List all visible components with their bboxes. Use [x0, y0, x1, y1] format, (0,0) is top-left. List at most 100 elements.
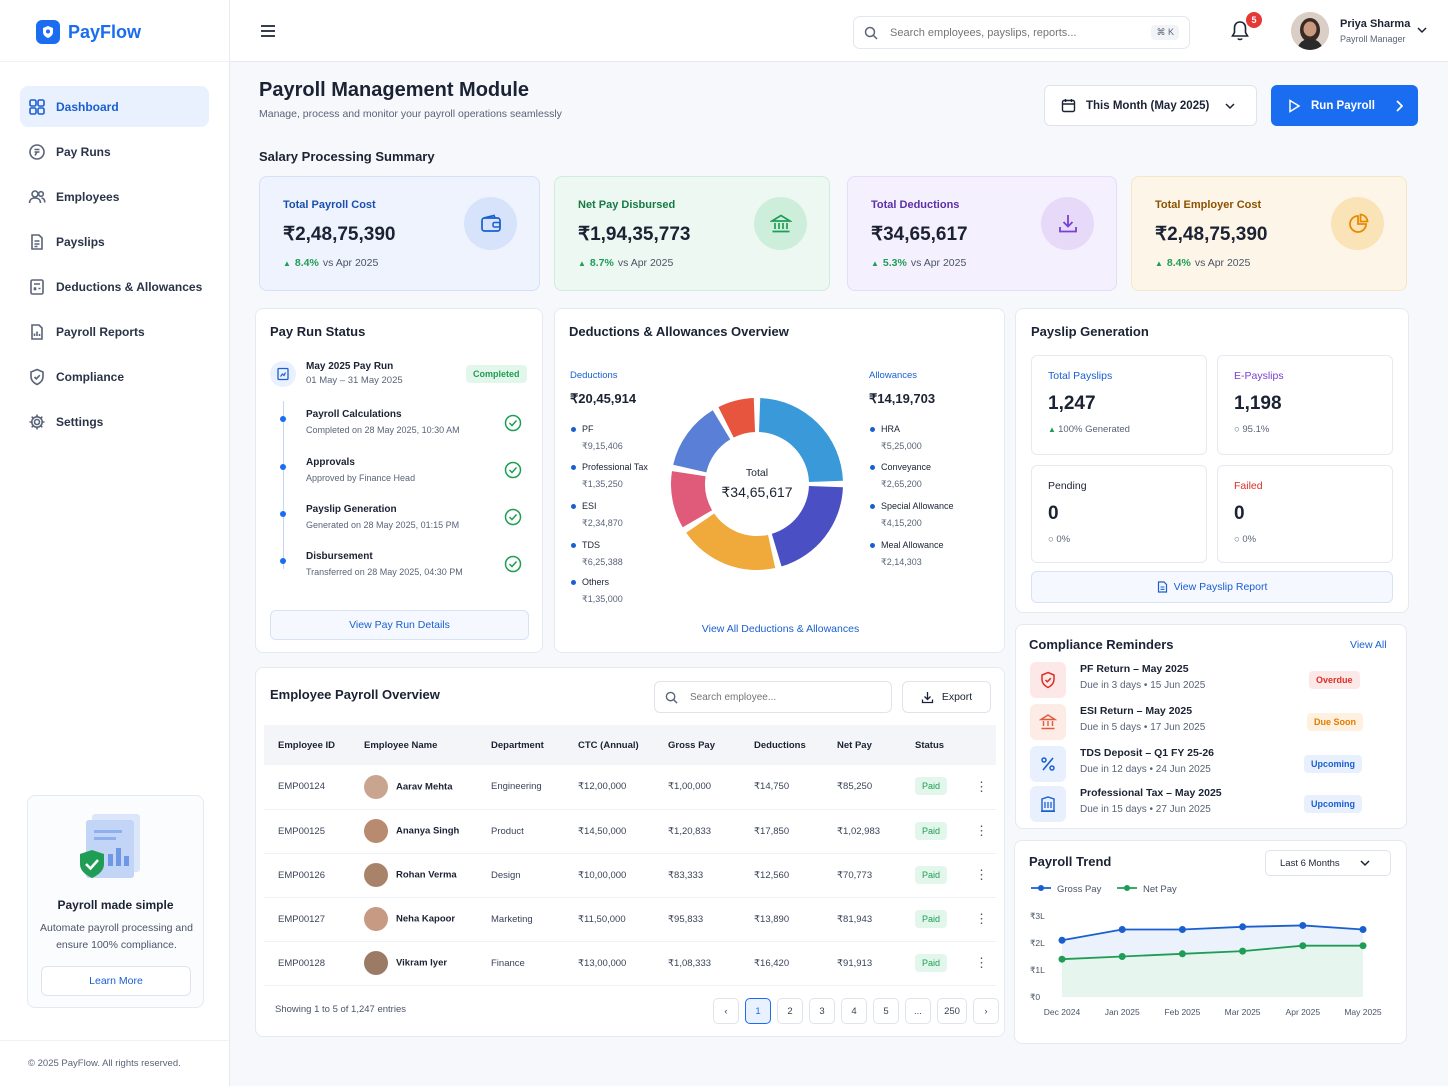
sidebar-item-payslips[interactable]: Payslips — [20, 221, 209, 262]
view-all-deductions-link[interactable]: View All Deductions & Allowances — [701, 623, 860, 635]
row-actions-cell: ⋮ — [961, 941, 996, 986]
timeline-dot — [280, 464, 286, 470]
run-payroll-button[interactable]: Run Payroll — [1271, 85, 1418, 126]
sidebar-item-label: Settings — [56, 414, 104, 429]
bell-icon[interactable] — [1230, 20, 1250, 42]
sidebar-item-pay-runs[interactable]: Pay Runs — [20, 131, 209, 172]
learn-more-button[interactable]: Learn More — [41, 966, 191, 996]
page-next-button[interactable]: › — [973, 998, 999, 1024]
sidebar-item-settings[interactable]: Settings — [20, 401, 209, 442]
data-point[interactable] — [1239, 923, 1247, 931]
download-icon — [1041, 197, 1094, 250]
view-payslip-report-button[interactable]: View Payslip Report — [1031, 571, 1393, 603]
more-options-icon[interactable]: ⋮ — [975, 867, 988, 882]
more-options-icon[interactable]: ⋮ — [975, 911, 988, 926]
page-button[interactable]: 4 — [841, 998, 867, 1024]
period-selector[interactable]: This Month (May 2025) — [1044, 85, 1257, 126]
page-button[interactable]: 5 — [873, 998, 899, 1024]
page-title: Payroll Management Module — [259, 79, 530, 101]
sidebar-item-deductions[interactable]: Deductions & Allowances — [20, 266, 209, 307]
more-options-icon[interactable]: ⋮ — [975, 823, 988, 838]
more-options-icon[interactable]: ⋮ — [975, 778, 988, 794]
data-point[interactable] — [1299, 942, 1307, 950]
employee-name: Rohan Verma — [396, 869, 457, 881]
compliance-item[interactable]: TDS Deposit – Q1 FY 25-26 Due in 12 days… — [1030, 746, 1392, 786]
data-point[interactable] — [1239, 947, 1247, 955]
column-header[interactable]: Status — [901, 725, 961, 765]
donut-segment[interactable] — [771, 485, 843, 567]
compliance-item[interactable]: Professional Tax – May 2025 Due in 15 da… — [1030, 786, 1392, 826]
legend-item: Meal Allowance ₹2,14,303 — [870, 540, 944, 568]
table-cell: ₹14,750 — [740, 765, 823, 810]
kpi-total-deductions[interactable]: Total Deductions ₹34,65,617 ▲ 5.3% vs Apr … — [847, 176, 1117, 291]
data-point[interactable] — [1359, 942, 1367, 950]
column-header[interactable]: Gross Pay — [654, 725, 740, 765]
promo-title: Payroll made simple — [57, 898, 174, 912]
data-point[interactable] — [1178, 950, 1186, 958]
page-button[interactable]: 250 — [937, 998, 967, 1024]
compliance-item[interactable]: PF Return – May 2025 Due in 3 days • 15 … — [1030, 662, 1392, 702]
data-point[interactable] — [1058, 955, 1066, 963]
page-button[interactable]: 3 — [809, 998, 835, 1024]
table-row[interactable]: EMP00124 Aarav Mehta Engineering ₹12,00,000… — [264, 765, 996, 810]
kpi-total-employer-cost[interactable]: Total Employer Cost ₹2,48,75,390 ▲ 8.4% vs… — [1131, 176, 1407, 291]
view-all-link[interactable]: View All — [1350, 639, 1387, 651]
logo-icon — [36, 20, 60, 44]
chevron-down-icon[interactable] — [1417, 26, 1427, 34]
data-point[interactable] — [1178, 926, 1186, 933]
table-row[interactable]: EMP00126 Rohan Verma Design ₹10,00,000 ₹83,3… — [264, 853, 996, 898]
table-row[interactable]: EMP00125 Ananya Singh Product ₹14,50,000 ₹1,… — [264, 809, 996, 854]
user-avatar[interactable] — [1291, 12, 1329, 50]
table-cell: EMP00124 — [264, 765, 350, 810]
total-payslips-box[interactable]: Total Payslips 1,247 ▲ 100% Generated — [1031, 355, 1207, 455]
donut-segment[interactable] — [718, 398, 756, 438]
column-header[interactable]: Department — [477, 725, 564, 765]
table-cell: ₹83,333 — [654, 853, 740, 898]
failed-box[interactable]: Failed 0 ○ 0% — [1217, 465, 1393, 563]
donut-segment[interactable] — [758, 398, 843, 483]
shield-icon — [30, 368, 44, 385]
pending-box[interactable]: Pending 0 ○ 0% — [1031, 465, 1207, 563]
e-payslips-box[interactable]: E-Payslips 1,198 ○ 95.1% — [1217, 355, 1393, 455]
page-prev-button[interactable]: ‹ — [713, 998, 739, 1024]
data-point[interactable] — [1058, 936, 1066, 944]
legend-item: Special Allowance ₹4,15,200 — [870, 501, 954, 529]
status-badge: Paid — [915, 909, 948, 928]
compliance-item[interactable]: ESI Return – May 2025 Due in 5 days • 17… — [1030, 704, 1392, 744]
donut-segment[interactable] — [671, 471, 713, 528]
step-title: Disbursement — [306, 551, 373, 562]
column-header[interactable]: CTC (Annual) — [564, 725, 654, 765]
employee-search[interactable] — [654, 681, 892, 713]
sidebar-item-dashboard[interactable]: Dashboard — [20, 86, 209, 127]
table-row[interactable]: EMP00128 Vikram Iyer Finance ₹13,00,000 ₹1,0… — [264, 941, 996, 986]
column-header[interactable]: Net Pay — [823, 725, 901, 765]
kpi-total-payroll-cost[interactable]: Total Payroll Cost ₹2,48,75,390 ▲ 8.4% vs … — [259, 176, 540, 291]
column-header[interactable]: Deductions — [740, 725, 823, 765]
sidebar-item-employees[interactable]: Employees — [20, 176, 209, 217]
data-point[interactable] — [1118, 953, 1126, 960]
data-point[interactable] — [1359, 926, 1367, 933]
page-button[interactable]: 1 — [745, 998, 771, 1024]
view-pay-run-details-button[interactable]: View Pay Run Details — [270, 610, 529, 640]
trend-range-selector[interactable]: Last 6 Months — [1265, 850, 1391, 876]
more-options-icon[interactable]: ⋮ — [975, 955, 988, 970]
column-header[interactable]: Employee ID — [264, 725, 350, 765]
donut-segment[interactable] — [673, 410, 731, 473]
data-point[interactable] — [1299, 921, 1307, 929]
app-logo[interactable]: PayFlow — [36, 20, 141, 44]
data-point[interactable] — [1118, 926, 1126, 933]
donut-segment[interactable] — [686, 513, 776, 570]
global-search-input[interactable] — [890, 26, 1140, 39]
card-title: Deductions & Allowances Overview — [569, 324, 789, 339]
employee-search-input[interactable] — [690, 691, 870, 703]
export-button[interactable]: Export — [902, 681, 991, 713]
kpi-net-pay-disbursed[interactable]: Net Pay Disbursed ₹1,94,35,773 ▲ 8.7% vs A… — [554, 176, 830, 291]
allowances-total: ₹14,19,703 — [869, 391, 936, 406]
hamburger-menu-icon[interactable] — [260, 24, 276, 38]
global-search[interactable]: ⌘ K — [853, 16, 1190, 49]
page-button[interactable]: 2 — [777, 998, 803, 1024]
sidebar-item-compliance[interactable]: Compliance — [20, 356, 209, 397]
sidebar-item-payroll-reports[interactable]: Payroll Reports — [20, 311, 209, 352]
column-header[interactable]: Employee Name — [350, 725, 477, 765]
table-row[interactable]: EMP00127 Neha Kapoor Marketing ₹11,50,000 ₹9… — [264, 897, 996, 942]
